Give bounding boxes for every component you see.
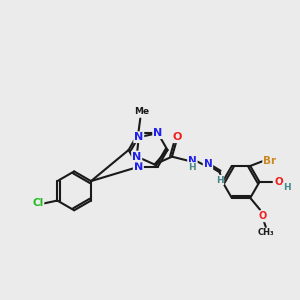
Text: Cl: Cl bbox=[32, 199, 44, 208]
Text: Br: Br bbox=[263, 156, 276, 166]
Text: N: N bbox=[134, 162, 143, 172]
Text: H: H bbox=[216, 176, 224, 184]
Text: N: N bbox=[153, 128, 162, 138]
Text: Me: Me bbox=[134, 107, 149, 116]
Text: O: O bbox=[274, 177, 283, 187]
Text: H: H bbox=[189, 163, 196, 172]
Text: N: N bbox=[132, 152, 141, 161]
Text: N: N bbox=[134, 132, 143, 142]
Text: N: N bbox=[188, 156, 197, 166]
Text: N: N bbox=[204, 160, 212, 170]
Text: O: O bbox=[259, 212, 267, 221]
Text: H: H bbox=[283, 183, 290, 192]
Text: CH₃: CH₃ bbox=[257, 228, 274, 237]
Text: O: O bbox=[172, 132, 182, 142]
